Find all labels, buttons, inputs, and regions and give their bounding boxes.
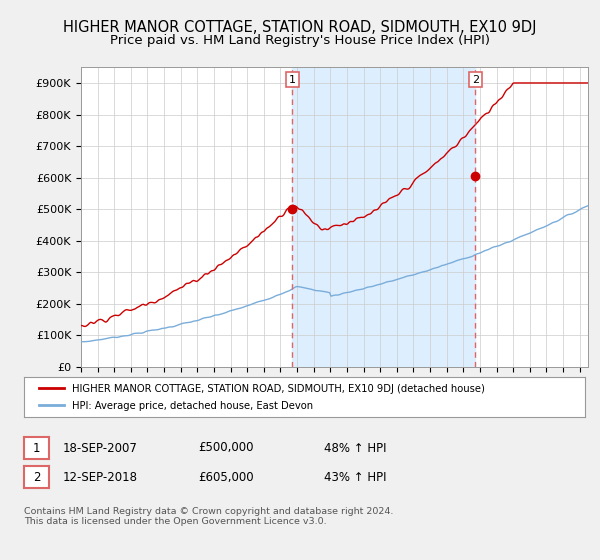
Legend: HIGHER MANOR COTTAGE, STATION ROAD, SIDMOUTH, EX10 9DJ (detached house), HPI: Av: HIGHER MANOR COTTAGE, STATION ROAD, SIDM…: [35, 380, 488, 414]
Text: 48% ↑ HPI: 48% ↑ HPI: [324, 441, 386, 455]
Text: 1: 1: [289, 74, 296, 85]
Text: HIGHER MANOR COTTAGE, STATION ROAD, SIDMOUTH, EX10 9DJ: HIGHER MANOR COTTAGE, STATION ROAD, SIDM…: [63, 20, 537, 35]
Text: £500,000: £500,000: [198, 441, 254, 455]
Text: 18-SEP-2007: 18-SEP-2007: [63, 441, 138, 455]
Text: Contains HM Land Registry data © Crown copyright and database right 2024.
This d: Contains HM Land Registry data © Crown c…: [24, 507, 394, 526]
Text: 2: 2: [472, 74, 479, 85]
Bar: [292, 67, 475, 367]
Text: 2: 2: [33, 470, 40, 484]
Text: 1: 1: [33, 441, 40, 455]
Text: Price paid vs. HM Land Registry's House Price Index (HPI): Price paid vs. HM Land Registry's House …: [110, 34, 490, 46]
Text: £605,000: £605,000: [198, 470, 254, 484]
Text: 12-SEP-2018: 12-SEP-2018: [63, 470, 138, 484]
Text: 43% ↑ HPI: 43% ↑ HPI: [324, 470, 386, 484]
